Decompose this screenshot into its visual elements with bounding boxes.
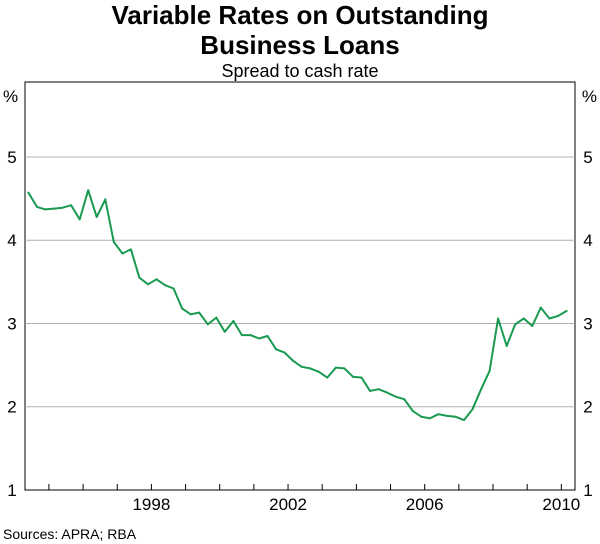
data-point [445,414,448,417]
y-axis-labels-left: 1 2 3 4 5 [7,148,16,500]
y-tick-label-right: 5 [583,148,592,167]
y-tick-label-left: 1 [7,481,16,500]
data-point [240,334,243,337]
series-group [27,189,568,422]
data-point [87,189,90,192]
y-tick-label-left: 5 [7,148,16,167]
data-point [437,413,440,416]
data-point [343,367,346,370]
x-tick-label-2002: 2002 [269,495,307,514]
data-point [206,323,209,326]
data-point [300,365,303,368]
y-tick-label-right: 4 [583,231,592,250]
data-point [36,205,38,208]
data-point [283,351,286,354]
data-point [198,311,201,314]
data-point [292,359,295,362]
data-point [488,369,491,372]
data-point [480,388,483,391]
data-point [155,278,158,281]
y-tick-label-left: 4 [7,231,16,250]
data-point [249,334,252,337]
data-point [334,366,337,369]
data-point [352,375,354,378]
data-point [403,398,406,401]
data-point [147,283,149,286]
data-point [497,317,500,320]
x-tick-label-1998: 1998 [132,495,170,514]
data-point [505,345,508,347]
data-point [232,320,235,322]
data-point [539,306,542,309]
data-point [275,348,278,351]
data-point [386,391,389,394]
data-point [44,208,47,211]
data-point [27,191,30,194]
data-point [471,408,474,411]
data-point [112,240,115,243]
data-point [104,198,107,201]
chart-title-line2: Business Loans [200,30,399,60]
data-point [70,204,73,207]
data-point [129,248,132,251]
data-point [223,330,226,333]
data-point [95,215,98,218]
data-point [454,415,457,418]
data-point [61,206,64,209]
x-tick-label-2006: 2006 [406,495,444,514]
data-point [189,313,192,316]
data-point [181,307,184,310]
x-axis-labels: 1998 2002 2006 2010 [132,495,580,514]
y-unit-left: % [3,87,18,106]
chart-subtitle: Spread to cash rate [221,61,378,81]
y-tick-label-right: 1 [583,481,592,500]
data-point [326,376,329,379]
y-tick-label-left: 2 [7,398,16,417]
data-point [266,335,269,337]
plot-frame [24,81,576,491]
data-point [556,315,559,317]
data-point [360,376,363,379]
y-tick-label-left: 3 [7,314,16,333]
data-point [309,367,312,370]
data-point [522,317,525,320]
data-point [138,276,141,279]
data-point [172,287,175,290]
data-point [565,310,568,312]
y-unit-right: % [582,87,597,106]
data-point [514,323,517,326]
series-line [27,189,568,422]
data-point [531,325,534,327]
data-point [121,252,124,255]
y-tick-label-right: 2 [583,398,592,417]
chart-title-line1: Variable Rates on Outstanding [111,0,488,30]
data-point [411,409,414,412]
x-ticks [48,484,562,490]
source-note: Sources: APRA; RBA [3,526,137,542]
data-point [463,419,465,422]
y-axis-labels-right: 1 2 3 4 5 [583,148,592,500]
y-tick-label-right: 3 [583,314,592,333]
data-point [258,337,260,340]
data-point [369,389,371,392]
x-tick-label-2010: 2010 [542,495,580,514]
data-point [164,284,167,287]
data-point [53,207,55,210]
data-point [548,317,551,320]
data-point [317,370,320,373]
data-point [78,218,81,221]
data-point [377,388,380,391]
data-point [215,316,218,319]
data-point [420,415,423,418]
data-point [428,417,431,420]
data-point [394,395,397,398]
gridlines [25,156,575,408]
